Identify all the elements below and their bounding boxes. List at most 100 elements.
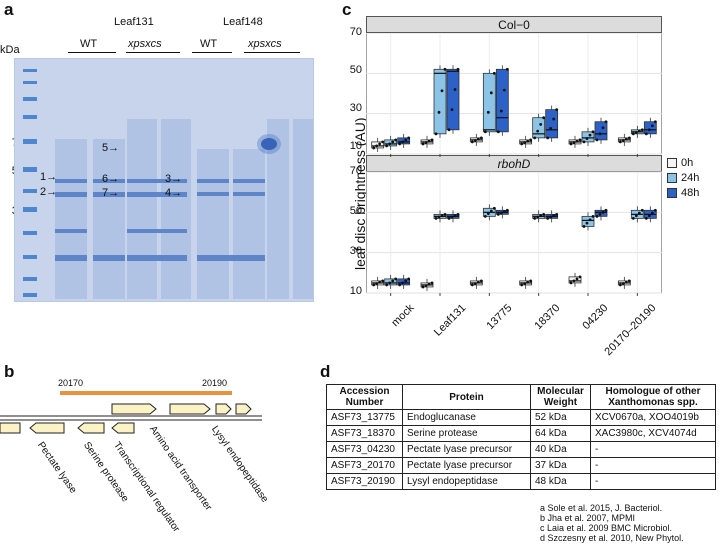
data-point xyxy=(391,140,395,144)
cell-acc: ASF73_04230 xyxy=(326,441,403,458)
data-point xyxy=(443,212,447,216)
gene-serine-protease xyxy=(77,422,105,434)
data-point xyxy=(473,282,477,285)
data-point xyxy=(476,137,480,141)
data-point xyxy=(637,129,641,133)
band-arrow-7: 7→ xyxy=(102,187,120,199)
legend-item-0h: 0h xyxy=(667,155,717,170)
legend-item-48h: 48h xyxy=(667,185,717,200)
data-point xyxy=(427,139,431,143)
table-row: ASF73_20170 Pectate lyase precursor 37 k… xyxy=(326,457,716,474)
data-point xyxy=(505,67,509,71)
data-point xyxy=(520,283,524,287)
ytick-top-30: 30 xyxy=(349,102,362,114)
data-point xyxy=(598,212,602,216)
band-arrow-4: 4→ xyxy=(165,187,183,199)
data-point xyxy=(572,141,576,144)
data-point xyxy=(546,136,550,140)
data-point xyxy=(591,214,595,218)
data-point xyxy=(552,117,556,121)
cell-acc: ASF73_20190 xyxy=(326,473,403,490)
gel-bands xyxy=(23,69,313,299)
th-protein: Protein xyxy=(402,384,531,410)
legend-swatch-0h xyxy=(667,157,677,168)
data-point xyxy=(375,282,379,285)
data-point xyxy=(523,141,527,144)
data-point xyxy=(650,211,654,215)
box-24h-1 xyxy=(433,68,447,135)
legend-label-48h: 48h xyxy=(681,186,700,199)
data-point xyxy=(502,210,506,214)
data-point xyxy=(624,280,628,284)
cell-protein: Pectate lyase precursor xyxy=(402,457,531,474)
data-point xyxy=(578,138,582,142)
box-24h-4 xyxy=(581,215,595,227)
data-point xyxy=(479,136,483,140)
data-point xyxy=(637,211,641,215)
data-point xyxy=(456,67,460,71)
xtick-mock: mock xyxy=(389,302,417,330)
box-48h-2 xyxy=(495,68,509,133)
box-48h-3 xyxy=(545,109,559,139)
facet-panel-1 xyxy=(366,171,662,294)
data-point xyxy=(621,139,625,142)
data-point xyxy=(479,279,483,283)
data-point xyxy=(526,280,530,284)
data-point xyxy=(453,214,457,218)
data-point xyxy=(624,137,628,141)
data-point xyxy=(542,212,546,216)
legend-label-0h: 0h xyxy=(681,156,694,169)
data-point xyxy=(604,120,608,124)
band-arrow-2: 2→ xyxy=(40,186,58,198)
data-point xyxy=(644,216,648,220)
gel-image xyxy=(14,58,314,302)
data-point xyxy=(496,130,500,134)
legend-item-24h: 24h xyxy=(667,170,717,185)
ytick-top-10: 10 xyxy=(349,140,362,152)
data-point xyxy=(569,281,573,285)
legend-swatch-48h xyxy=(667,187,677,198)
boxplot-chart xyxy=(366,33,662,296)
xtick-13775: 13775 xyxy=(484,302,515,333)
data-point xyxy=(588,218,592,222)
gene-label-pectate-lyase: Pectate lyase xyxy=(34,440,79,496)
gene-pectate-lyase xyxy=(29,422,65,434)
data-point xyxy=(505,208,509,212)
data-point xyxy=(450,108,454,112)
data-point xyxy=(421,285,425,289)
data-point xyxy=(401,140,405,144)
band-arrow-5: 5→ xyxy=(102,142,120,154)
data-point xyxy=(388,142,392,146)
coord-end: 20190 xyxy=(202,378,228,388)
data-point xyxy=(627,279,631,283)
th-homologue: Homologue of other Xanthomonas spp. xyxy=(590,384,716,410)
cell-protein: Pectate lyase precursor xyxy=(402,441,531,458)
label-wt-1: WT xyxy=(80,38,98,50)
data-point xyxy=(437,110,441,114)
data-point xyxy=(489,209,493,213)
cell-homologue: XAC3980c, XCV4074d xyxy=(590,425,716,442)
data-point xyxy=(644,132,648,136)
data-point xyxy=(499,109,503,113)
data-point xyxy=(375,144,379,148)
box-48h-4 xyxy=(594,209,608,217)
data-point xyxy=(595,138,599,142)
table-row: ASF73_20190 Lysyl endopeptidase 48 kDa - xyxy=(326,473,716,490)
data-point xyxy=(595,214,599,218)
wt1-underline xyxy=(68,52,116,53)
table-row: ASF73_04230 Pectate lyase precursor 40 k… xyxy=(326,441,716,458)
panel-d-letter: d xyxy=(320,362,331,381)
box-48h-0 xyxy=(397,278,411,286)
data-point xyxy=(601,126,605,130)
data-point xyxy=(575,139,579,143)
data-point xyxy=(588,133,592,137)
data-point xyxy=(585,221,589,225)
data-point xyxy=(492,71,496,75)
reference-b: b Jha et al. 2007, MPMI xyxy=(540,513,636,523)
label-wt-2: WT xyxy=(200,38,218,50)
data-point xyxy=(407,136,411,140)
data-point xyxy=(542,116,546,120)
data-point xyxy=(539,214,543,218)
data-point xyxy=(430,138,434,142)
data-point xyxy=(604,208,608,212)
